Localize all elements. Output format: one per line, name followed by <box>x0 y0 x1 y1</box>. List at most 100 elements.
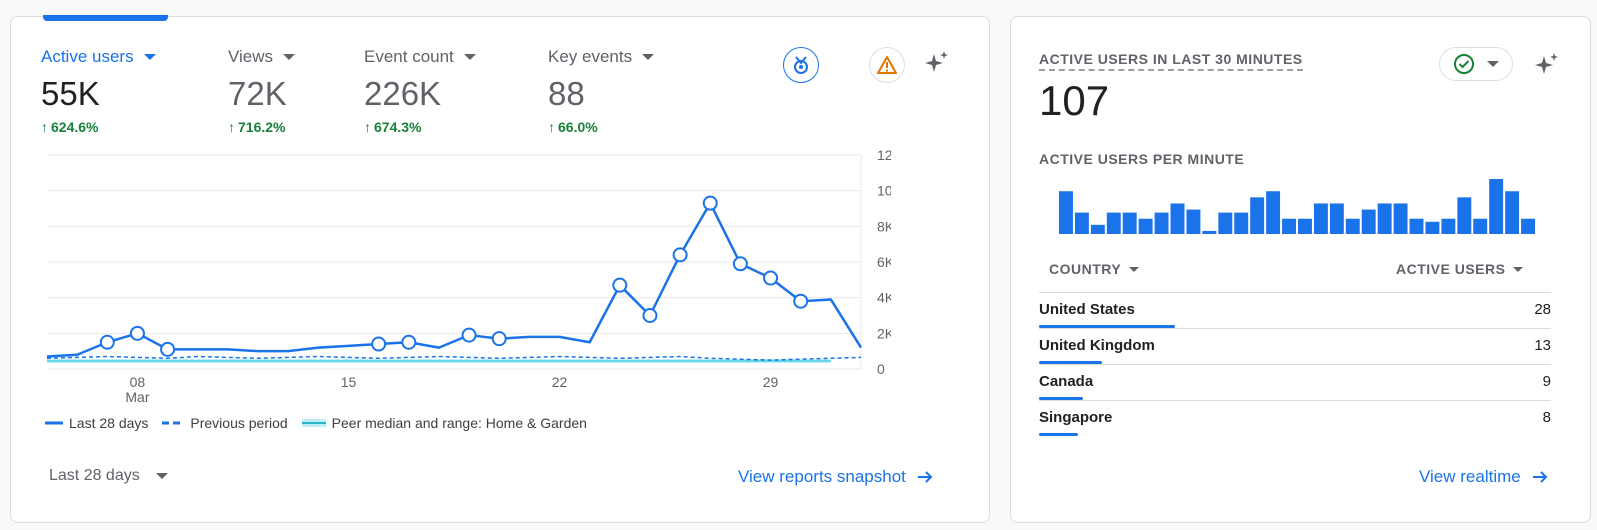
minute-bar[interactable] <box>1298 218 1312 234</box>
x-tick-label: 22 <box>552 374 568 390</box>
legend-previous-period: Previous period <box>162 415 288 431</box>
legend-label: Last 28 days <box>69 415 149 431</box>
caret-down-icon <box>1513 266 1524 272</box>
solid-line-icon <box>45 421 63 425</box>
sparkle-icon[interactable] <box>919 45 955 81</box>
table-row[interactable]: Singapore 8 <box>1039 400 1551 436</box>
link-label: View reports snapshot <box>738 467 906 486</box>
share-bar <box>1039 361 1103 364</box>
minute-bar[interactable] <box>1138 218 1153 234</box>
metric-label[interactable]: Active users <box>41 47 156 67</box>
active-users-column-header[interactable]: ACTIVE USERS <box>1396 261 1524 277</box>
caret-down-icon <box>283 54 296 60</box>
chart-legend: Last 28 days Previous period Peer median… <box>45 415 587 431</box>
data-point-marker[interactable] <box>732 256 748 272</box>
view-realtime-link[interactable]: View realtime <box>1419 467 1549 487</box>
band-line-icon <box>301 419 326 427</box>
minute-bar[interactable] <box>1282 218 1296 234</box>
view-reports-snapshot-link[interactable]: View reports snapshot <box>738 467 934 487</box>
minute-bar[interactable] <box>1441 218 1456 234</box>
minute-bar[interactable] <box>1218 212 1233 234</box>
dashed-line-icon <box>162 421 185 425</box>
y-tick-label: 2K <box>877 325 891 341</box>
country-name: Canada <box>1039 373 1094 390</box>
data-point-marker[interactable] <box>99 334 115 350</box>
minute-bar[interactable] <box>1059 191 1073 234</box>
insights-badge-icon[interactable] <box>783 47 819 83</box>
minute-bar[interactable] <box>1313 203 1328 234</box>
minute-bar[interactable] <box>1521 218 1535 234</box>
caret-down-icon <box>143 54 156 60</box>
minute-bar[interactable] <box>1202 230 1217 234</box>
table-row[interactable]: United Kingdom 13 <box>1039 328 1551 364</box>
minute-bar[interactable] <box>1409 218 1424 234</box>
metric-event-count[interactable]: Event count 226K ↑ 674.3% <box>364 47 476 135</box>
x-tick-label: 15 <box>341 374 357 390</box>
minute-bar[interactable] <box>1106 212 1121 234</box>
table-row[interactable]: United States 28 <box>1039 292 1551 328</box>
data-point-marker[interactable] <box>401 334 417 350</box>
minute-bar[interactable] <box>1393 203 1408 234</box>
active-tab-indicator <box>43 15 168 21</box>
minute-bar[interactable] <box>1505 191 1520 234</box>
minute-bar[interactable] <box>1122 212 1137 234</box>
x-tick-label: 08 <box>130 374 146 390</box>
minute-bar[interactable] <box>1377 203 1392 234</box>
minute-bar[interactable] <box>1234 212 1249 234</box>
warning-icon[interactable] <box>869 47 905 83</box>
minute-bar[interactable] <box>1489 179 1504 234</box>
minute-bar[interactable] <box>1345 218 1360 234</box>
user-count: 8 <box>1542 409 1551 426</box>
minute-bar[interactable] <box>1266 191 1281 234</box>
sparkle-icon[interactable] <box>1529 47 1565 83</box>
metric-views[interactable]: Views 72K ↑ 716.2% <box>228 47 296 135</box>
minute-bar[interactable] <box>1329 203 1344 234</box>
minute-bar[interactable] <box>1074 212 1089 234</box>
data-point-marker[interactable] <box>702 195 718 211</box>
legend-last-period: Last 28 days <box>45 415 148 431</box>
y-tick-label: 8K <box>877 218 891 234</box>
date-range-select[interactable]: Last 28 days <box>49 467 168 485</box>
metric-value: 88 <box>548 75 585 112</box>
metric-delta: ↑ 624.6% <box>41 119 99 135</box>
data-point-marker[interactable] <box>160 341 176 357</box>
metric-delta: ↑ 716.2% <box>228 119 286 135</box>
table-row[interactable]: Canada 9 <box>1039 364 1551 400</box>
data-point-marker[interactable] <box>491 331 507 347</box>
data-point-marker[interactable] <box>129 325 145 341</box>
minute-bar[interactable] <box>1457 197 1472 234</box>
data-point-marker[interactable] <box>763 270 779 286</box>
minute-bar[interactable] <box>1090 224 1105 234</box>
minute-bar[interactable] <box>1250 197 1265 234</box>
arrow-up-icon: ↑ <box>548 119 555 135</box>
date-range-label: Last 28 days <box>49 467 140 484</box>
metric-active-users[interactable]: Active users 55K ↑ 624.6% <box>41 47 156 135</box>
metric-key-events[interactable]: Key events 88 ↑ 66.0% <box>548 47 655 135</box>
minute-bar[interactable] <box>1186 209 1201 234</box>
data-point-marker[interactable] <box>371 336 387 352</box>
minute-bar[interactable] <box>1425 221 1440 234</box>
y-tick-label: 0 <box>877 361 885 377</box>
data-point-marker[interactable] <box>793 293 809 309</box>
status-select[interactable] <box>1439 47 1513 81</box>
minute-bar[interactable] <box>1361 209 1376 234</box>
caret-down-icon <box>1129 266 1140 272</box>
country-name: United Kingdom <box>1039 337 1155 354</box>
minute-bar[interactable] <box>1154 212 1169 234</box>
data-point-marker[interactable] <box>642 308 658 323</box>
metric-label[interactable]: Views <box>228 47 296 67</box>
country-column-header[interactable]: COUNTRY <box>1049 261 1140 277</box>
minute-bar[interactable] <box>1473 218 1488 234</box>
realtime-title[interactable]: ACTIVE USERS IN LAST 30 MINUTES <box>1039 51 1303 71</box>
y-tick-label: 6K <box>877 254 891 270</box>
data-point-marker[interactable] <box>461 327 477 343</box>
x-tick-label: 29 <box>763 374 779 390</box>
data-point-marker[interactable] <box>612 277 628 293</box>
check-circle-icon <box>1454 54 1474 74</box>
metric-label[interactable]: Event count <box>364 47 476 67</box>
metric-label[interactable]: Key events <box>548 47 655 67</box>
arrow-up-icon: ↑ <box>364 119 371 135</box>
user-count: 9 <box>1542 373 1551 390</box>
data-point-marker[interactable] <box>672 247 688 263</box>
minute-bar[interactable] <box>1170 203 1185 234</box>
